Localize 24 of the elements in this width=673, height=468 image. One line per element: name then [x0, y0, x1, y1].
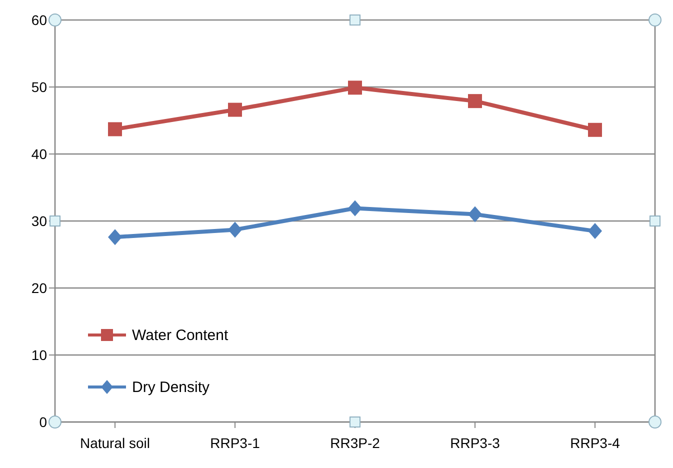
y-tick-label: 20	[31, 280, 48, 296]
point	[348, 80, 362, 95]
y-tick-label: 10	[31, 346, 48, 363]
x-tick-label: Natural soil	[80, 434, 150, 451]
point	[348, 200, 362, 216]
point	[228, 102, 242, 117]
x-tick-label: RRP3-3	[450, 434, 500, 451]
point	[108, 122, 122, 136]
point	[228, 222, 242, 238]
y-tick-label: 40	[31, 146, 48, 162]
y-tick-label: 30	[31, 212, 48, 229]
point	[468, 94, 482, 108]
y-tick-label: 0	[39, 414, 48, 430]
point	[588, 223, 602, 240]
y-tick-label: 60	[31, 12, 48, 28]
legend-label: Water Content	[132, 326, 228, 344]
legend-label: Dry Density	[132, 378, 210, 396]
x-tick-label: RRP3-4	[570, 434, 620, 451]
x-tick-label: RR3P-2	[330, 434, 380, 451]
x-tick-label: RRP3-1	[210, 434, 260, 451]
y-tick-label: 50	[31, 78, 48, 95]
point	[108, 229, 122, 246]
point	[468, 206, 482, 222]
point	[588, 122, 602, 137]
